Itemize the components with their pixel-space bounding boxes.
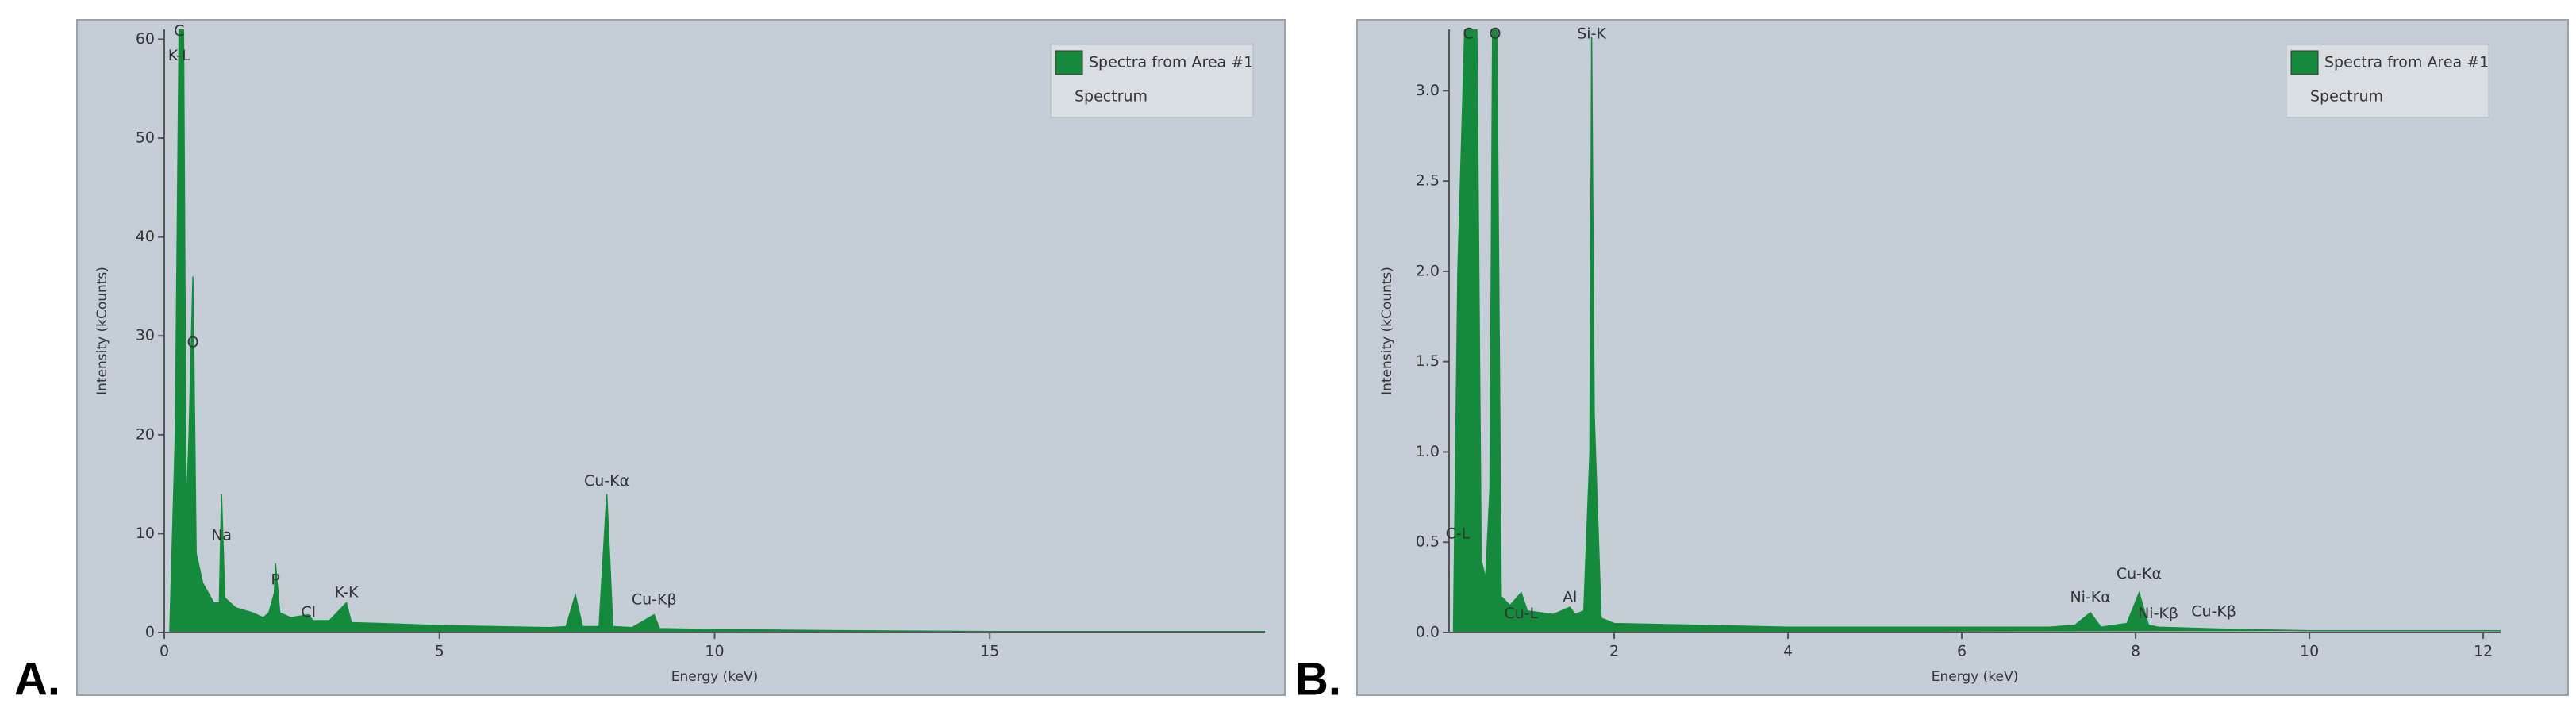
- peak-label: Si-K: [1577, 25, 1606, 42]
- legend-label: Spectra from Area #1: [2324, 54, 2489, 71]
- peak-label: Na: [211, 526, 232, 544]
- peak-label: O: [187, 333, 199, 351]
- peak-label: Cu-Kα: [584, 472, 629, 490]
- peak-label: Cu-L: [1505, 605, 1539, 622]
- x-tick-label: 12: [2474, 643, 2493, 660]
- peak-label: P: [271, 571, 279, 588]
- peak-label: O: [1490, 25, 1501, 42]
- x-tick-label: 10: [2300, 643, 2319, 660]
- peak-label: Cl: [301, 604, 316, 621]
- x-tick-label: 6: [1957, 643, 1967, 660]
- y-tick-label: 0.0: [1416, 624, 1440, 641]
- x-tick-label: 2: [1609, 643, 1619, 660]
- x-tick-label: 8: [2131, 643, 2140, 660]
- peak-label: Ni-Kβ: [2138, 605, 2178, 622]
- y-tick-label: 0.5: [1416, 533, 1440, 551]
- legend-box: [1050, 44, 1254, 118]
- peak-label: Al: [1563, 588, 1577, 606]
- legend-subtitle: Spectrum: [2310, 88, 2383, 106]
- y-tick-label: 2.0: [1416, 262, 1440, 279]
- x-tick-label: 4: [1783, 643, 1793, 660]
- legend-label: Spectra from Area #1: [1089, 54, 1253, 71]
- x-tick-label: 5: [435, 643, 444, 660]
- peak-label: Ni-Kα: [2070, 588, 2110, 606]
- panel-label: A.: [14, 653, 60, 705]
- y-tick-label: 60: [136, 30, 155, 48]
- peak-label: C-L: [1446, 525, 1471, 543]
- x-axis-label: Energy (keV): [671, 669, 759, 685]
- y-tick-label: 20: [136, 425, 155, 443]
- peak-label: K-K: [335, 584, 359, 602]
- legend-swatch: [2290, 50, 2319, 75]
- x-tick-label: 0: [160, 643, 169, 660]
- chart-panel: 0 10 20 30 40 50 60 0 5 10 15 Energy (keV) Intensity…: [14, 19, 1286, 705]
- y-tick-label: 1.0: [1416, 443, 1440, 460]
- y-axis-label: Intensity (kCounts): [1379, 267, 1395, 395]
- x-tick-label: 10: [705, 643, 724, 660]
- legend-subtitle: Spectrum: [1075, 88, 1148, 106]
- y-tick-label: 3.0: [1416, 82, 1440, 99]
- panel-background: [76, 19, 1286, 696]
- y-tick-label: 2.5: [1416, 172, 1440, 190]
- peak-label: Cu-Kβ: [2191, 603, 2236, 621]
- chart-panel: 0.0 0.5 1.0 1.5 2.0 2.5 3.0 2 4 6 8 10 12 Energy (keV…: [1295, 19, 2569, 705]
- x-axis-label: Energy (keV): [1932, 669, 2019, 685]
- peak-label: Cu-Kα: [2117, 565, 2162, 583]
- y-tick-label: 30: [136, 327, 155, 344]
- legend-swatch: [1055, 50, 1083, 75]
- y-axis-label: Intensity (kCounts): [94, 267, 110, 395]
- peak-label: C: [1463, 25, 1473, 42]
- panel-background: [1356, 19, 2569, 696]
- y-tick-label: 10: [136, 525, 155, 542]
- y-tick-label: 1.5: [1416, 352, 1440, 370]
- legend-box: [2286, 44, 2489, 118]
- spectrum-area: [169, 29, 1265, 632]
- peak-label: K-L: [168, 47, 190, 64]
- y-tick-label: 40: [136, 228, 155, 245]
- peak-label: Cu-Kβ: [632, 590, 677, 608]
- y-tick-label: 50: [136, 129, 155, 147]
- y-tick-label: 0: [145, 624, 155, 641]
- x-tick-label: 15: [980, 643, 999, 660]
- spectrum-area: [1452, 29, 2501, 632]
- peak-label: C: [174, 22, 184, 40]
- panel-label: B.: [1295, 653, 1341, 705]
